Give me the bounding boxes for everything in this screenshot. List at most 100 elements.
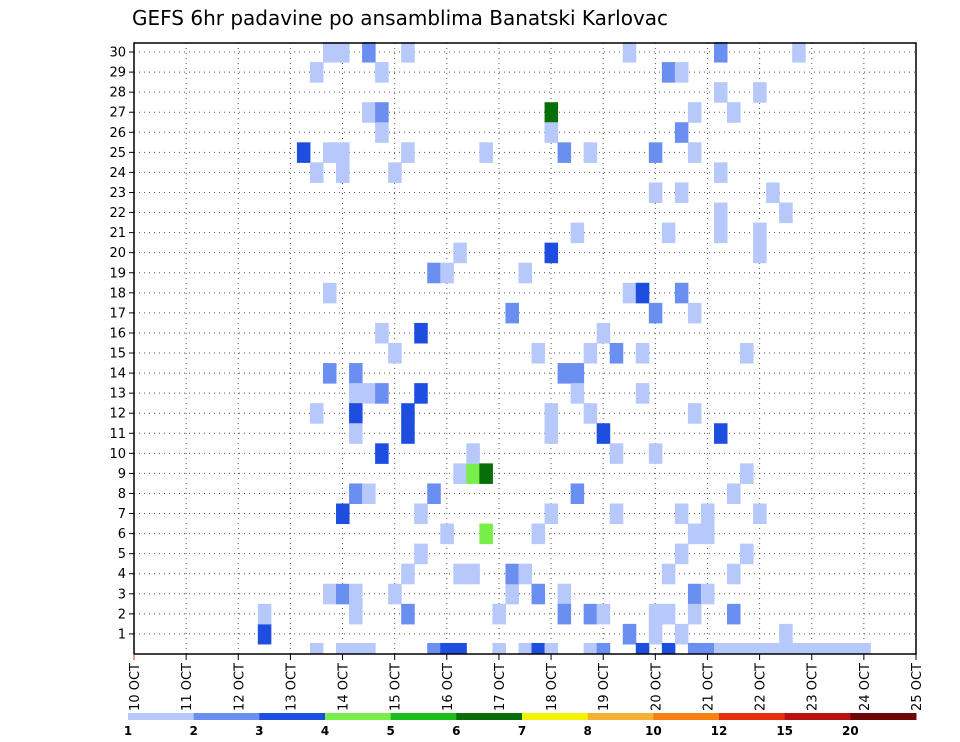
heatmap-cell (531, 583, 546, 605)
heatmap-cell (753, 242, 767, 264)
x-tick-label: 23 OCT (806, 663, 821, 711)
x-tick-label: 17 OCT (493, 663, 508, 711)
heatmap-cell (336, 583, 350, 605)
heatmap-cell (753, 642, 767, 654)
heatmap-cell (831, 642, 845, 654)
heatmap-cell (700, 503, 715, 525)
heatmap-cell (479, 142, 493, 163)
heatmap-cell (479, 463, 493, 484)
colorbar-segment (784, 713, 851, 720)
heatmap-cell (349, 423, 363, 444)
colorbar-segment (719, 713, 786, 720)
heatmap-cell (466, 563, 480, 585)
heatmap-cell (727, 483, 741, 505)
colorbar-label: 15 (776, 724, 793, 738)
heatmap-cell (309, 62, 324, 83)
y-tick-label: 19 (109, 266, 126, 281)
heatmap-cell (336, 142, 350, 163)
heatmap-cell (349, 583, 363, 605)
heatmap-cell (661, 603, 676, 625)
heatmap-cell (635, 383, 650, 404)
heatmap-cell (505, 583, 519, 605)
heatmap-cell (687, 403, 702, 424)
heatmap-cell (349, 403, 363, 424)
x-tick-label: 19 OCT (597, 663, 612, 711)
y-tick-label: 17 (109, 306, 126, 321)
heatmap-cell (622, 623, 637, 645)
heatmap-cell (544, 423, 559, 444)
heatmap-cell (466, 443, 480, 464)
heatmap-cell (453, 242, 467, 264)
heatmap-cell (440, 262, 454, 284)
heatmap-cell (661, 563, 676, 585)
heatmap-cell (700, 583, 715, 605)
heatmap-cell (309, 162, 324, 183)
heatmap-cell (648, 603, 663, 625)
heatmap-cell (687, 302, 702, 324)
heatmap-cell (401, 142, 415, 163)
heatmap-cell (583, 342, 598, 364)
y-tick-label: 29 (109, 66, 126, 81)
heatmap-cell (844, 642, 858, 654)
heatmap-cell (674, 282, 689, 304)
heatmap-cell (727, 563, 741, 585)
heatmap-cell (322, 583, 337, 605)
heatmap-cell (401, 603, 415, 625)
heatmap-cell (661, 642, 676, 654)
heatmap-cell (648, 302, 663, 324)
heatmap-cell (479, 523, 493, 545)
heatmap-cell (557, 142, 572, 163)
colorbar-label: 2 (189, 724, 197, 738)
heatmap-cell (766, 182, 780, 204)
heatmap-cell (622, 41, 637, 63)
heatmap-cell (362, 383, 376, 404)
heatmap-cell (622, 282, 637, 304)
heatmap-cell (674, 62, 689, 83)
heatmap-cell (362, 102, 376, 123)
heatmap-cell (700, 642, 715, 654)
heatmap-cell (687, 142, 702, 163)
heatmap-cell (570, 222, 585, 244)
heatmap-cell (518, 262, 533, 284)
plot-frame (133, 42, 917, 655)
heatmap-cell (713, 162, 728, 183)
heatmap-cell (349, 383, 363, 404)
y-tick-label: 28 (109, 86, 126, 101)
heatmap-cell (440, 523, 454, 545)
heatmap-cell (362, 41, 376, 63)
heatmap-cell (713, 423, 728, 444)
y-tick-label: 14 (109, 367, 126, 382)
heatmap-cell (674, 182, 689, 204)
x-tick-label: 24 OCT (858, 663, 873, 711)
heatmap-cell (557, 603, 572, 625)
colorbar-segment (259, 713, 326, 720)
heatmap-cell (661, 62, 676, 83)
heatmap-cell (375, 102, 389, 123)
y-tick-label: 7 (118, 507, 126, 522)
heatmap-cell (453, 463, 467, 484)
heatmap-cell (388, 342, 402, 364)
heatmap-cell (674, 503, 689, 525)
heatmap-cell (713, 202, 728, 224)
heatmap-cell (674, 122, 689, 143)
y-tick-label: 27 (109, 106, 126, 121)
y-tick-label: 18 (109, 286, 126, 301)
heatmap-cell (322, 282, 337, 304)
colorbar-segment (587, 713, 654, 720)
heatmap-cell (635, 642, 650, 654)
heatmap-cell (401, 563, 415, 585)
heatmap-cell (375, 322, 389, 344)
x-tick-label: 25 OCT (910, 663, 925, 711)
heatmap-cell (518, 563, 533, 585)
x-tick-label: 21 OCT (701, 663, 716, 711)
heatmap-cell (375, 122, 389, 143)
y-tick-label: 9 (118, 467, 126, 482)
heatmap-cell (401, 403, 415, 424)
y-tick-label: 8 (118, 487, 126, 502)
colorbar-label: 3 (255, 724, 263, 738)
heatmap-cell (336, 162, 350, 183)
x-tick-label: 18 OCT (545, 663, 560, 711)
heatmap-cell (740, 463, 754, 484)
heatmap-cell (596, 423, 611, 444)
y-tick-label: 12 (109, 407, 126, 422)
